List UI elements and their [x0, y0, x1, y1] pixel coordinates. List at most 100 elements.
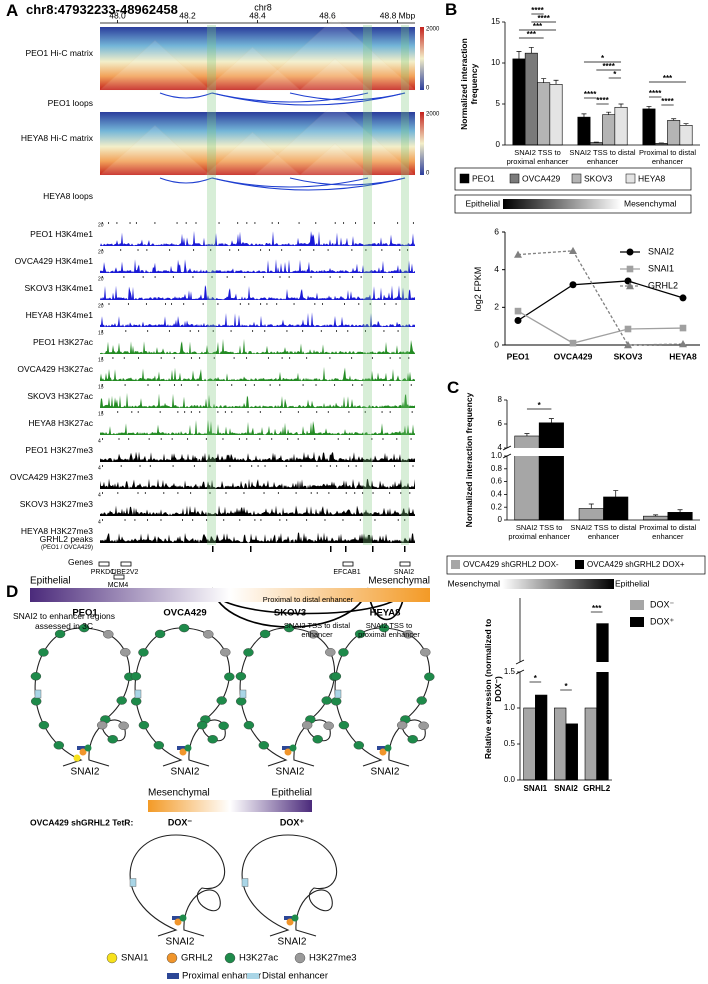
hic-domain	[99, 40, 211, 91]
loop-arc	[159, 177, 213, 184]
track-scale: 20	[98, 222, 104, 228]
chromatin-loop	[241, 834, 337, 937]
track-peak-tick	[184, 411, 186, 413]
nucleosome	[407, 735, 418, 744]
track-peak-tick	[139, 465, 141, 467]
track-peak-tick	[160, 519, 162, 521]
track-peak-tick	[144, 492, 146, 494]
distal-enhancer	[239, 689, 247, 699]
nucleosome	[138, 648, 149, 657]
track-peak-tick	[260, 519, 262, 521]
gene-name: EFCAB1	[333, 569, 360, 576]
locus-label: SNAI2	[171, 767, 200, 778]
legend-marker	[166, 952, 178, 964]
track-peak-tick	[389, 357, 391, 359]
nucleosome	[301, 720, 313, 730]
gene-name: SNAI2	[394, 569, 414, 576]
legend-swatch	[630, 600, 644, 610]
legend-label: SNAI1	[121, 953, 148, 964]
signal-track	[100, 312, 415, 327]
track-peak-tick	[248, 303, 250, 305]
track-peak-tick	[372, 492, 374, 494]
chrom-label: chr8	[254, 2, 272, 12]
track-peak-tick	[371, 357, 373, 359]
marker	[569, 281, 577, 289]
track-peak-tick	[279, 276, 281, 278]
track-peak-tick	[382, 438, 384, 440]
track-peak-tick	[355, 222, 357, 224]
nucleosome	[338, 720, 350, 730]
legend-swatch	[630, 617, 644, 627]
signal-track	[100, 259, 415, 273]
track-label: OVCA429 H3K4me1	[14, 256, 93, 266]
signal-track	[100, 478, 415, 489]
track-peak-tick	[159, 411, 161, 413]
nucleosome	[54, 629, 66, 639]
track-peak-tick	[253, 384, 255, 386]
track-peak-tick	[163, 492, 165, 494]
track-peak-tick	[374, 519, 376, 521]
significance-label: *	[534, 674, 538, 683]
track-peak-tick	[209, 465, 211, 467]
track-peak-tick	[300, 465, 302, 467]
track-peak-tick	[328, 492, 330, 494]
nucleosome	[420, 648, 431, 657]
y-axis-label: Normalized interaction frequency	[464, 392, 475, 528]
bar	[603, 496, 629, 521]
grhl2-dot	[286, 918, 294, 926]
track-peak-tick	[160, 357, 162, 359]
x-tick-label: SNAI1	[523, 784, 548, 793]
track-peak-tick	[245, 384, 247, 386]
track-peak-tick	[239, 303, 241, 305]
track-peak-tick	[364, 330, 366, 332]
bar	[643, 515, 669, 521]
track-scale: 20	[98, 303, 104, 309]
track-peak-tick	[280, 411, 282, 413]
significance-label: ****	[649, 89, 662, 98]
y-axis-label: Relative expression (normalized to DOX⁻)	[483, 618, 503, 760]
signal-track	[100, 532, 415, 543]
track-peak-tick	[316, 411, 318, 413]
marker	[624, 325, 632, 333]
track-peak-tick	[397, 330, 399, 332]
track-peak-tick	[246, 222, 248, 224]
track-peak-tick	[306, 357, 308, 359]
proximal-enhancer	[282, 746, 290, 750]
track-peak-tick	[381, 411, 383, 413]
gradient-label: Mesenchymal	[448, 578, 501, 588]
track-peak-tick	[389, 492, 391, 494]
bar	[565, 723, 578, 781]
nucleosome	[120, 648, 131, 657]
track-peak-tick	[329, 465, 331, 467]
track-peak-tick	[411, 411, 413, 413]
error-bar	[653, 514, 659, 517]
signal-track	[100, 285, 415, 300]
track-peak-tick	[117, 492, 119, 494]
track-peak-tick	[395, 303, 397, 305]
track-peak-tick	[182, 519, 184, 521]
track-peak-tick	[412, 465, 414, 467]
hic-domain	[299, 143, 371, 176]
panel-label: C	[447, 378, 460, 397]
track-peak-tick	[173, 357, 175, 359]
hic-domain	[299, 58, 371, 91]
y-tick-label: 2	[494, 302, 499, 312]
locus-label: SNAI2	[371, 767, 400, 778]
track-peak-tick	[412, 222, 414, 224]
track-peak-tick	[286, 519, 288, 521]
significance-label: ****	[531, 6, 544, 15]
track-peak-tick	[358, 303, 360, 305]
loop-arc	[211, 177, 369, 188]
bar	[667, 512, 693, 521]
gradient-label: Mesenchymal	[368, 576, 430, 587]
bar	[554, 707, 567, 781]
track-peak-tick	[231, 411, 233, 413]
axis-break-gap	[501, 448, 700, 456]
track-peak-tick	[229, 249, 231, 251]
track-peak-tick	[197, 384, 199, 386]
track-scale: 20	[98, 249, 104, 255]
panel-label: B	[445, 0, 458, 19]
bar	[512, 58, 526, 146]
h3k27ac-dot	[184, 744, 192, 752]
distal-enhancer	[334, 689, 342, 699]
